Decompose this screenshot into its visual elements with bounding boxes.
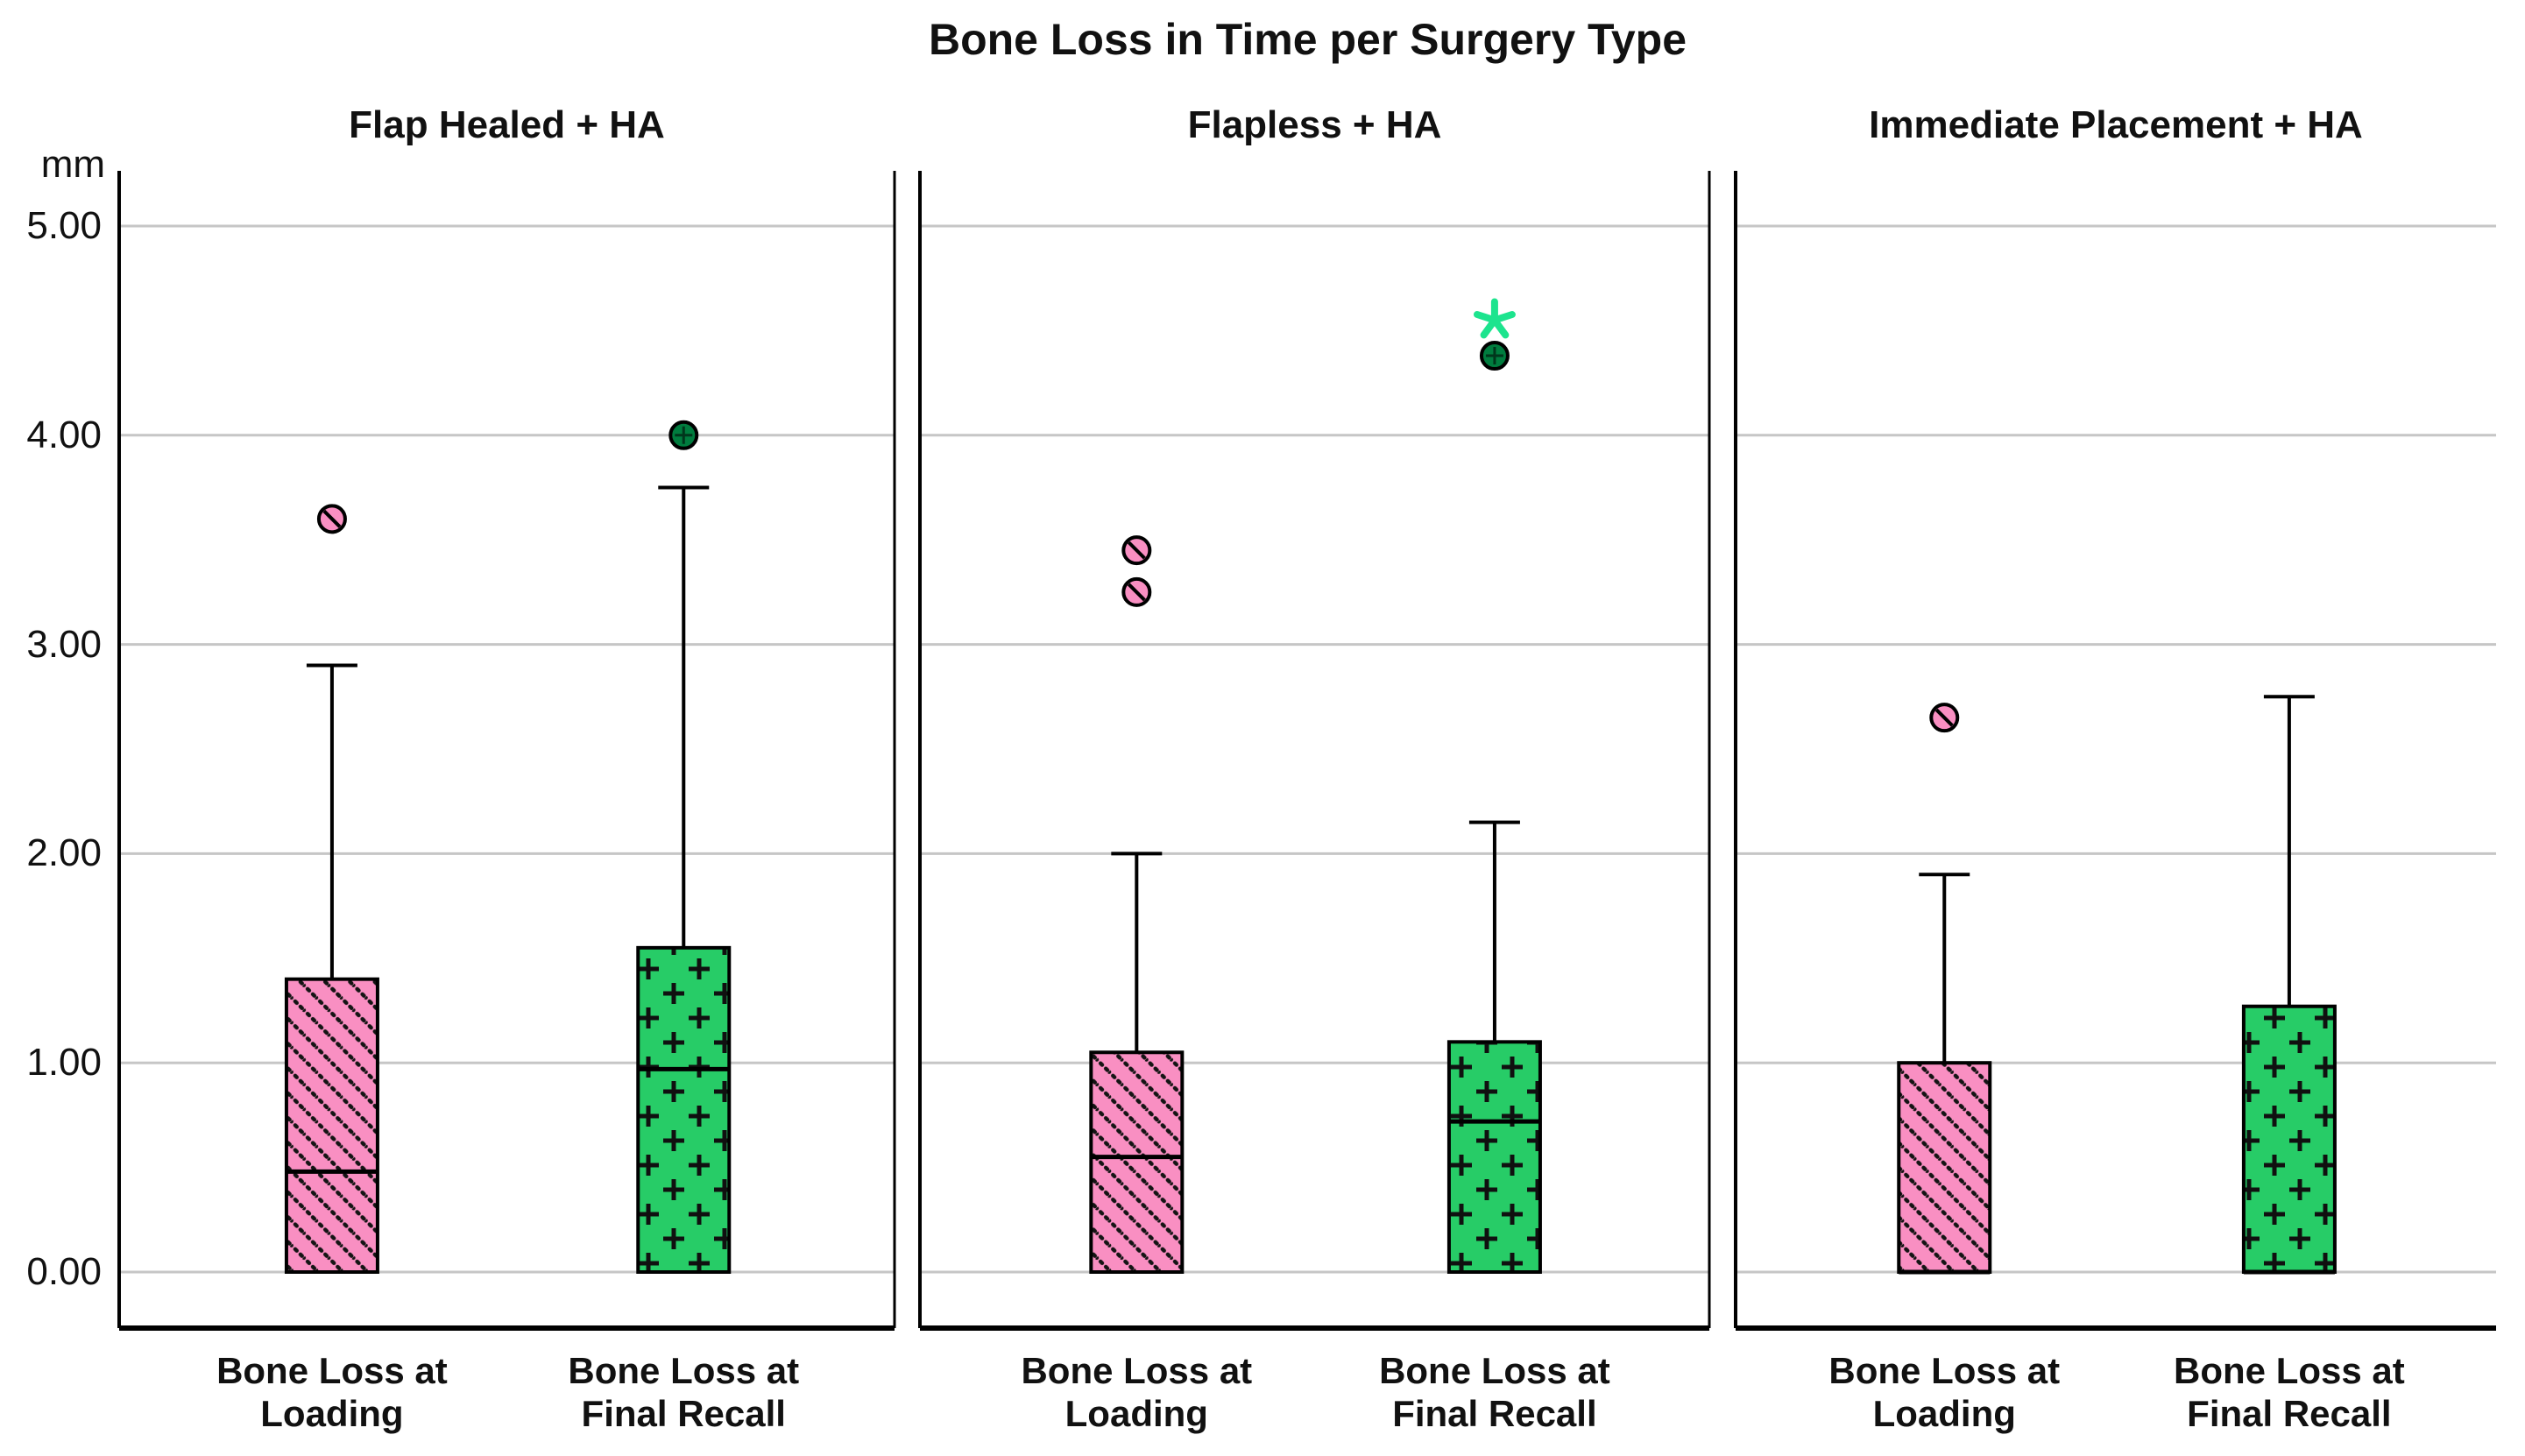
y-tick-label: 4.00 — [26, 413, 102, 456]
y-tick-label: 3.00 — [26, 622, 102, 666]
x-category-label-line1: Bone Loss at — [1828, 1350, 2061, 1391]
outlier-hatch-line — [1127, 583, 1146, 602]
x-category-label: Bone Loss at Loading — [148, 1349, 516, 1435]
box-hatch — [1899, 1063, 1991, 1272]
x-category-label-line2: Loading — [1872, 1393, 2016, 1434]
box-hatch — [1091, 1052, 1183, 1272]
x-category-label-line2: Loading — [1064, 1393, 1208, 1434]
outlier-hatch-line — [322, 509, 342, 528]
box-rect — [284, 977, 379, 1275]
x-category-label-line2: Loading — [260, 1393, 404, 1434]
x-category-label-line1: Bone Loss at — [1379, 1350, 1610, 1391]
x-category-label-line1: Bone Loss at — [2174, 1350, 2405, 1391]
outlier-hatch-line — [1485, 347, 1503, 365]
x-category-label: Bone Loss at Loading — [1760, 1349, 2128, 1435]
panel-title: Immediate Placement + HA — [1869, 103, 2363, 146]
outlier-hatch-line — [675, 426, 693, 444]
panel-title: Flapless + HA — [1187, 103, 1442, 146]
y-tick-label: 1.00 — [26, 1041, 102, 1085]
y-tick-label: 2.00 — [26, 831, 102, 875]
main-title: Bone Loss in Time per Surgery Type — [928, 15, 1687, 64]
x-category-label-line2: Final Recall — [2187, 1393, 2392, 1434]
box-rect — [1446, 1040, 1542, 1274]
box-rect — [1089, 1050, 1185, 1275]
extreme-asterisk — [1474, 298, 1516, 339]
y-tick-label: 5.00 — [26, 204, 102, 247]
outlier-hatch-line — [1127, 541, 1146, 560]
panel-title: Flap Healed + HA — [349, 103, 665, 146]
box-hatch — [2243, 1006, 2335, 1272]
outlier-hatch-line — [1934, 708, 1954, 727]
x-category-label-line1: Bone Loss at — [216, 1350, 448, 1391]
box-hatch — [286, 979, 378, 1272]
y-axis-unit-label: mm — [40, 143, 105, 186]
x-category-label-line2: Final Recall — [1392, 1393, 1597, 1434]
x-category-label-line1: Bone Loss at — [568, 1350, 800, 1391]
x-category-label-line2: Final Recall — [581, 1393, 786, 1434]
box-hatch — [638, 947, 730, 1272]
x-category-label: Bone Loss at Final Recall — [2105, 1349, 2473, 1435]
x-category-label-line1: Bone Loss at — [1021, 1350, 1253, 1391]
box-hatch — [1448, 1042, 1540, 1272]
y-tick-label: 0.00 — [26, 1250, 102, 1293]
box-rect — [636, 945, 732, 1274]
x-category-label: Bone Loss at Final Recall — [1311, 1349, 1679, 1435]
x-category-label: Bone Loss at Loading — [952, 1349, 1320, 1435]
x-category-label: Bone Loss at Final Recall — [499, 1349, 867, 1435]
